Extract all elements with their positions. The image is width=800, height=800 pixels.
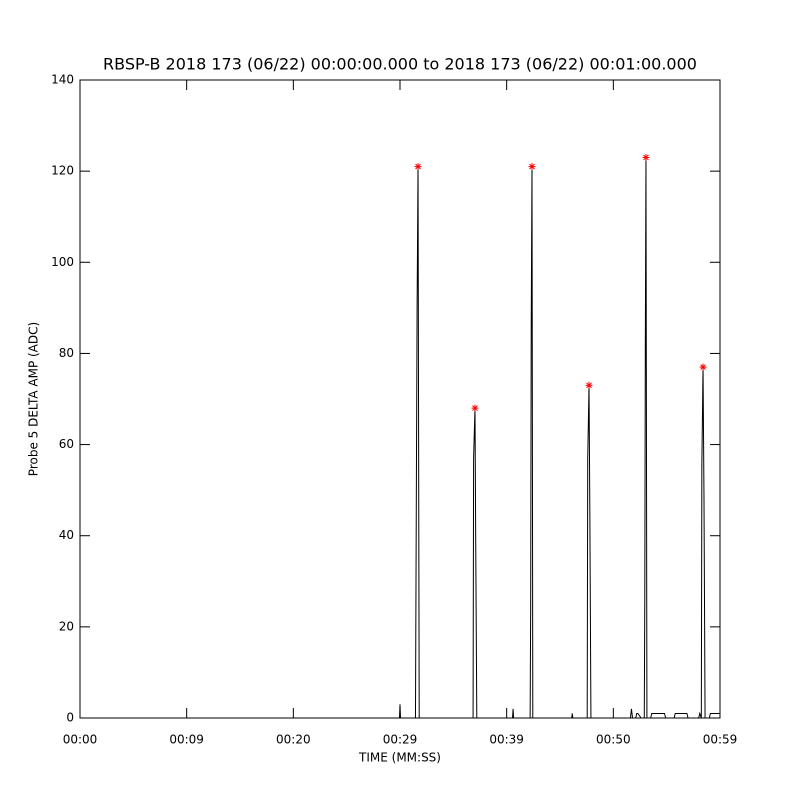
plot-frame: [79, 79, 721, 719]
x-axis-label: TIME (MM:SS): [358, 751, 441, 765]
y-tick-label: 100: [51, 255, 74, 269]
y-tick-label: 140: [51, 73, 74, 87]
x-tick-label: 00:50: [596, 733, 631, 747]
peak-marker: [585, 381, 593, 389]
x-tick-label: 00:00: [63, 733, 98, 747]
peak-marker: [471, 404, 479, 412]
peak-marker: [414, 163, 422, 171]
peak-marker: [642, 153, 650, 161]
chart-title: RBSP-B 2018 173 (06/22) 00:00:00.000 to …: [103, 55, 697, 74]
y-tick-label: 80: [59, 346, 74, 360]
data-line: [80, 157, 720, 719]
y-tick-label: 20: [59, 619, 74, 633]
x-tick-label: 00:29: [383, 733, 418, 747]
y-tick-label: 60: [59, 437, 74, 451]
x-tick-label: 00:09: [169, 733, 204, 747]
y-tick-label: 0: [66, 711, 74, 725]
x-tick-label: 00:39: [489, 733, 524, 747]
x-tick-label: 00:20: [276, 733, 311, 747]
peak-marker: [699, 363, 707, 371]
y-tick-label: 120: [51, 164, 74, 178]
y-tick-label: 40: [59, 528, 74, 542]
peak-marker: [528, 163, 536, 171]
x-tick-label: 00:59: [703, 733, 738, 747]
y-axis-label: Probe 5 DELTA AMP (ADC): [27, 322, 41, 476]
